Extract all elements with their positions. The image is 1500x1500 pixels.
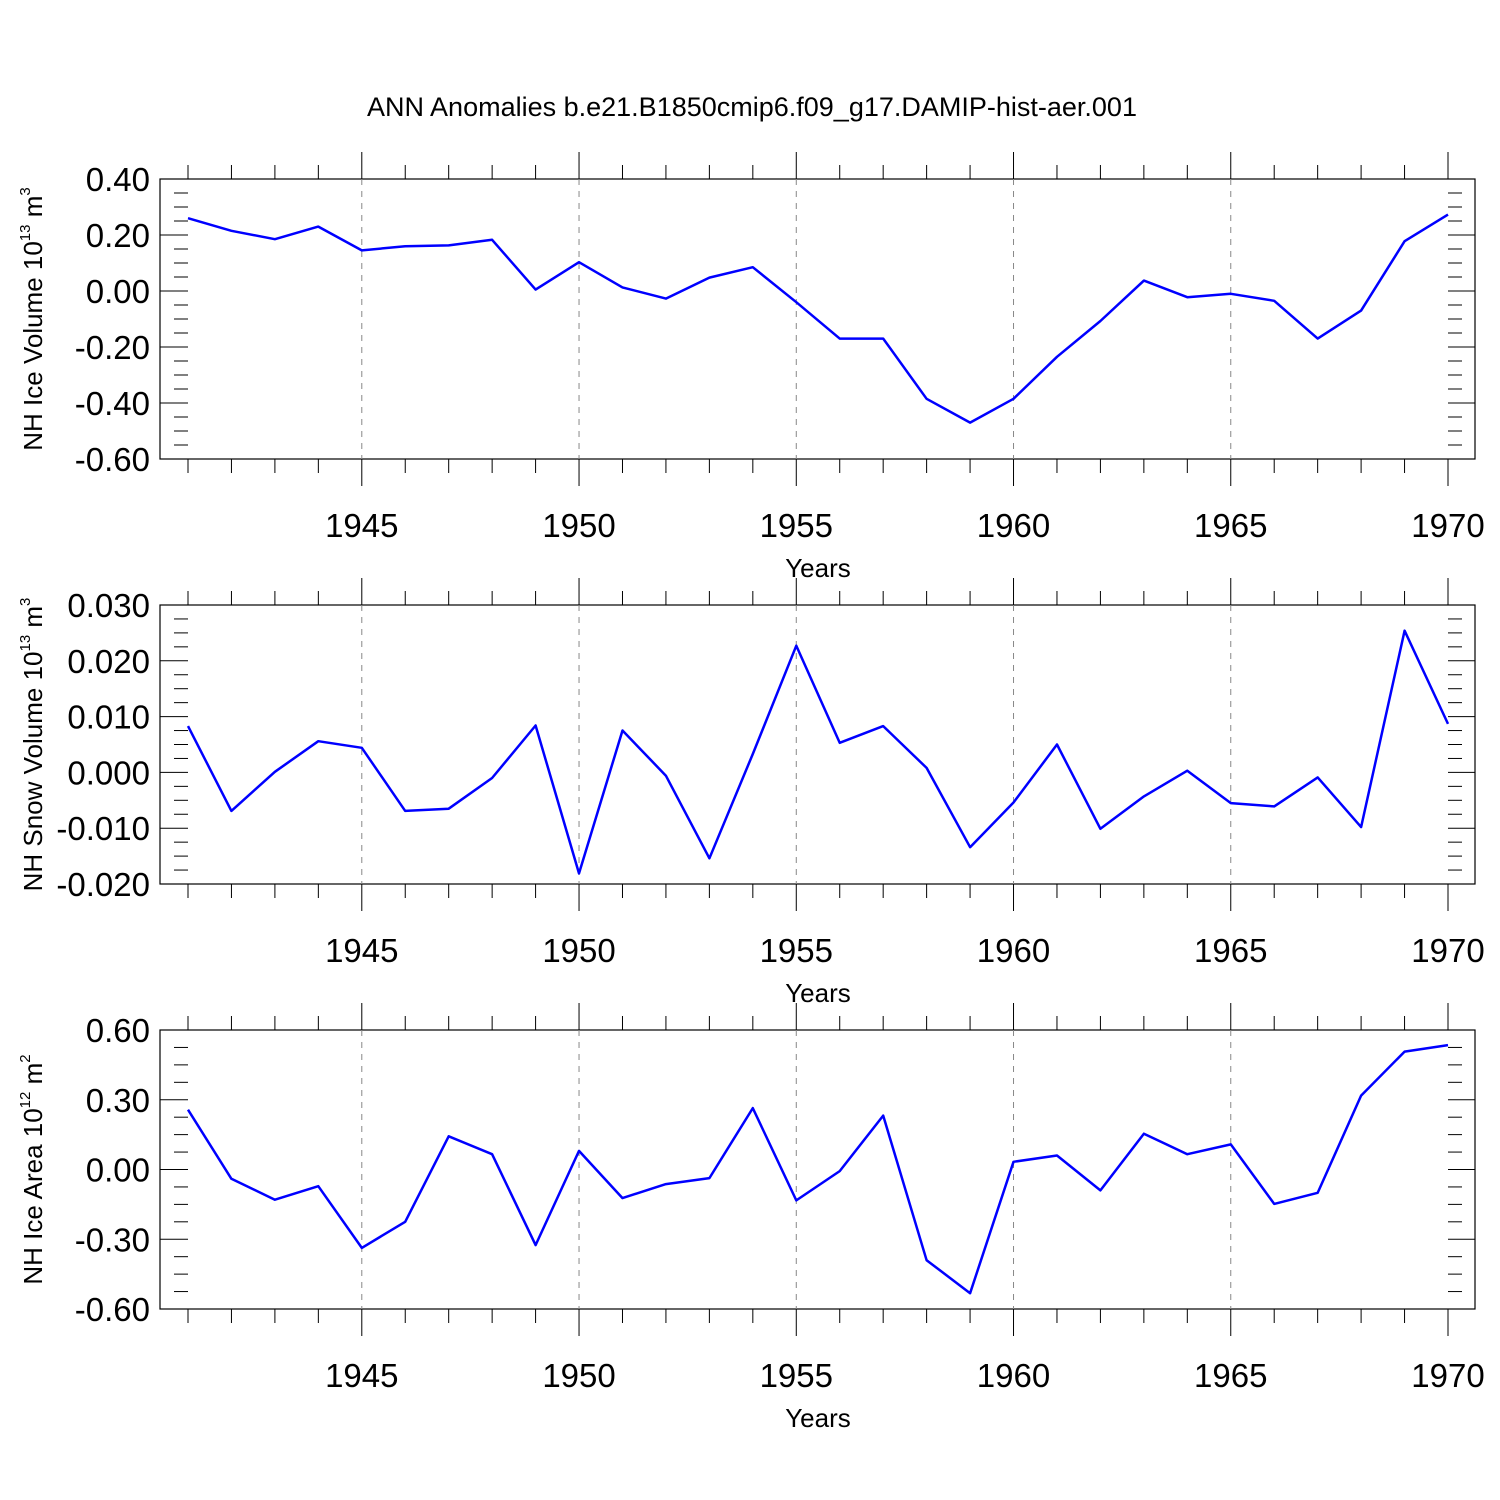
plot-frame: [159, 178, 1476, 460]
y-axis-label: NH Ice Area 1012 m2: [17, 1054, 48, 1284]
y-tick-label: -0.40: [75, 385, 150, 422]
x-tick-label: 1970: [1411, 932, 1484, 969]
x-tick-label: 1965: [1194, 507, 1267, 544]
panel-2: -0.020 -0.010 0.000 0.010 0.020 0.030 1945 1950…: [17, 578, 1485, 1008]
panel-1: -0.60 -0.40 -0.20 0.00 0.20 0.40 1945 1950 1955 1…: [17, 152, 1485, 583]
x-tick-label: 1970: [1411, 507, 1484, 544]
y-tick-label: 0.020: [67, 643, 150, 680]
x-tick-label: 1955: [760, 932, 833, 969]
y-tick-label: 0.00: [86, 273, 150, 310]
y-tick-label: -0.20: [75, 329, 150, 366]
y-tick-label: 0.40: [86, 161, 150, 198]
series-line: [187, 213, 1449, 424]
plot-frame: [159, 604, 1476, 885]
y-tick-label: -0.30: [75, 1221, 150, 1258]
y-tick-label: 0.030: [67, 587, 150, 624]
x-tick-label: 1955: [760, 507, 833, 544]
x-tick-label: 1970: [1411, 1357, 1484, 1394]
x-tick-label: 1960: [977, 1357, 1050, 1394]
y-tick-label: -0.010: [56, 810, 150, 847]
x-tick-label: 1950: [542, 507, 615, 544]
y-axis-label: NH Ice Volume 1013 m3: [17, 187, 48, 450]
x-tick-label: 1950: [542, 932, 615, 969]
x-axis-label: Years: [785, 553, 851, 583]
y-tick-label: -0.020: [56, 866, 150, 903]
x-tick-label: 1950: [542, 1357, 615, 1394]
series-line: [186, 629, 1450, 875]
y-tick-label: 0.000: [67, 754, 150, 791]
x-tick-label: 1960: [977, 507, 1050, 544]
panel-3: -0.60 -0.30 0.00 0.30 0.60 1945 1950 1955 1960 19…: [17, 1003, 1485, 1433]
y-tick-label: -0.60: [75, 441, 150, 478]
x-tick-label: 1955: [760, 1357, 833, 1394]
x-tick-label: 1945: [325, 932, 398, 969]
y-axis-label: NH Snow Volume 1013 m3: [17, 598, 48, 892]
y-tick-label: 0.60: [86, 1012, 150, 1049]
x-axis-label: Years: [785, 978, 851, 1008]
series-line: [186, 1043, 1449, 1295]
y-tick-label: 0.00: [86, 1152, 150, 1189]
x-tick-label: 1945: [325, 507, 398, 544]
y-tick-label: 0.30: [86, 1082, 150, 1119]
figure-title: ANN Anomalies b.e21.B1850cmip6.f09_g17.D…: [367, 92, 1137, 122]
x-tick-label: 1960: [977, 932, 1050, 969]
plot-frame: [159, 1029, 1476, 1310]
x-tick-label: 1945: [325, 1357, 398, 1394]
y-tick-label: -0.60: [75, 1291, 150, 1328]
y-tick-label: 0.20: [86, 217, 150, 254]
x-tick-label: 1965: [1194, 1357, 1267, 1394]
x-axis-label: Years: [785, 1403, 851, 1433]
y-tick-label: 0.010: [67, 699, 150, 736]
x-tick-label: 1965: [1194, 932, 1267, 969]
